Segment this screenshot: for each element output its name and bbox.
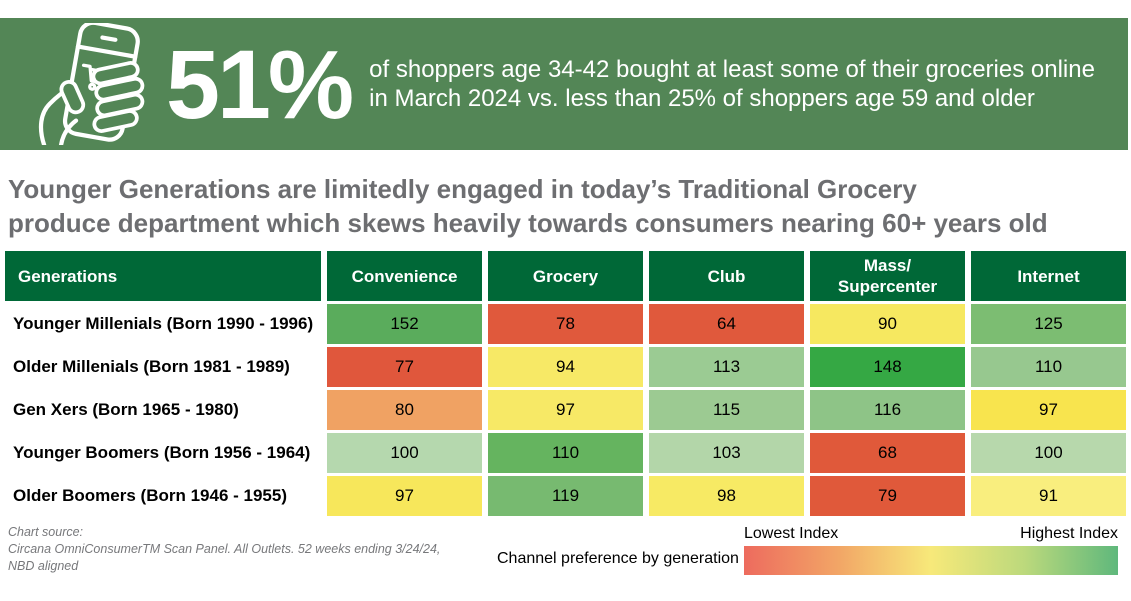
phone-shopping-icon (38, 23, 145, 145)
heatmap-cell: 148 (810, 347, 965, 387)
heatmap-cell: 110 (971, 347, 1126, 387)
heatmap-table: Generations Convenience Grocery Club Mas… (5, 251, 1126, 516)
heatmap-cell: 115 (649, 390, 804, 430)
page-title-line2: produce department which skews heavily t… (8, 208, 1048, 238)
stat-description-line2: in March 2024 vs. less than 25% of shopp… (369, 85, 1035, 112)
legend-scale-labels: Lowest Index Highest Index (744, 525, 1118, 543)
heatmap-cell: 97 (488, 390, 643, 430)
generation-row-label: Younger Boomers (Born 1956 - 1964) (5, 433, 321, 473)
heatmap-cell: 100 (327, 433, 482, 473)
column-header-generations: Generations (5, 251, 321, 301)
generation-row-label: Older Boomers (Born 1946 - 1955) (5, 476, 321, 516)
heatmap-cell: 113 (649, 347, 804, 387)
column-header-grocery: Grocery (488, 251, 643, 301)
heatmap-cell: 77 (327, 347, 482, 387)
generation-row-label: Older Millenials (Born 1981 - 1989) (5, 347, 321, 387)
heatmap-cell: 116 (810, 390, 965, 430)
generation-row-label: Gen Xers (Born 1965 - 1980) (5, 390, 321, 430)
heatmap-cell: 68 (810, 433, 965, 473)
heatmap-cell: 94 (488, 347, 643, 387)
column-header-internet: Internet (971, 251, 1126, 301)
stat-description-line1: of shoppers age 34-42 bought at least so… (369, 56, 1095, 83)
column-header-convenience: Convenience (327, 251, 482, 301)
chart-source-note: Chart source: Circana OmniConsumerTM Sca… (8, 524, 440, 575)
heatmap-cell: 110 (488, 433, 643, 473)
heatmap-cell: 90 (810, 304, 965, 344)
heatmap-cell: 119 (488, 476, 643, 516)
legend-highest-label: Highest Index (1020, 525, 1118, 542)
heatmap-cell: 97 (971, 390, 1126, 430)
stat-banner: 51% of shoppers age 34-42 bought at leas… (0, 18, 1128, 150)
heatmap-cell: 78 (488, 304, 643, 344)
heatmap-cell: 80 (327, 390, 482, 430)
legend-caption: Channel preference by generation > (497, 550, 753, 567)
chart-source-line1: Chart source: (8, 525, 84, 539)
stat-value: 51% (166, 29, 354, 139)
heatmap-cell: 125 (971, 304, 1126, 344)
column-header-club: Club (649, 251, 804, 301)
legend-lowest-label: Lowest Index (744, 525, 839, 542)
page-title: Younger Generations are limitedly engage… (8, 172, 1048, 240)
heatmap-cell: 79 (810, 476, 965, 516)
generation-row-label: Younger Millenials (Born 1990 - 1996) (5, 304, 321, 344)
heatmap-cell: 100 (971, 433, 1126, 473)
heatmap-cell: 97 (327, 476, 482, 516)
chart-source-line3: NBD aligned (8, 559, 79, 573)
heatmap-cell: 152 (327, 304, 482, 344)
heatmap-cell: 98 (649, 476, 804, 516)
stat-description: of shoppers age 34-42 bought at least so… (369, 55, 1095, 113)
legend-gradient-bar (744, 546, 1118, 575)
heatmap-cell: 91 (971, 476, 1126, 516)
chart-source-line2: Circana OmniConsumerTM Scan Panel. All O… (8, 542, 441, 556)
heatmap-cell: 103 (649, 433, 804, 473)
column-header-mass-supercenter: Mass/ Supercenter (810, 251, 965, 301)
page-title-line1: Younger Generations are limitedly engage… (8, 174, 917, 204)
heatmap-cell: 64 (649, 304, 804, 344)
